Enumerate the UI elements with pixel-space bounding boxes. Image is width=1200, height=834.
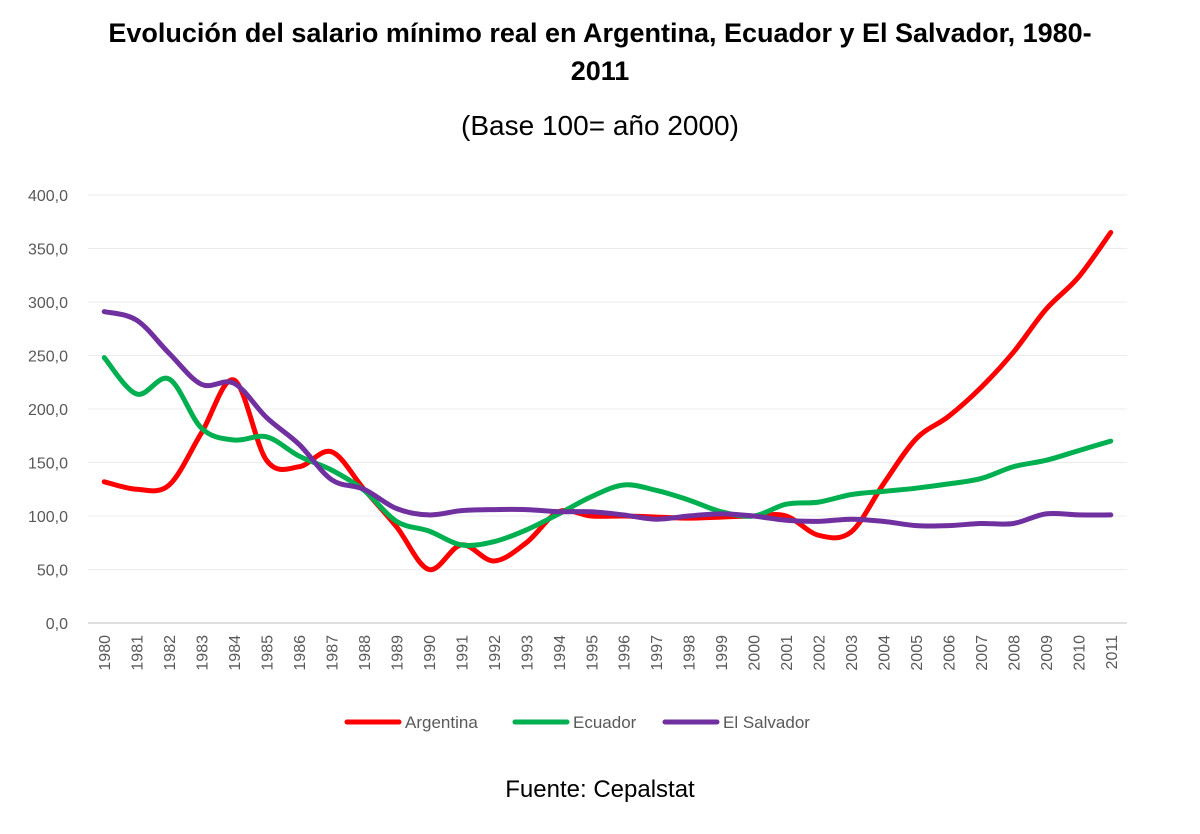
x-tick-label: 1986 xyxy=(292,635,309,671)
x-tick-label: 2005 xyxy=(909,635,926,671)
x-tick-label: 1993 xyxy=(519,635,536,671)
y-axis-ticks: 0,0 50,0 100,0 150,0 200,0 250,0 300,0 350,0 400… xyxy=(28,188,68,633)
x-tick-label: 1996 xyxy=(617,635,634,671)
y-tick-label: 400,0 xyxy=(28,188,68,205)
x-tick-label: 1997 xyxy=(649,635,666,671)
y-tick-label: 300,0 xyxy=(28,295,68,312)
series-line-argentina xyxy=(101,229,1114,573)
x-tick-label: 2000 xyxy=(747,635,764,671)
chart-subtitle: (Base 100= año 2000) xyxy=(461,110,739,141)
series-lines xyxy=(101,229,1114,573)
source-note: Fuente: Cepalstat xyxy=(505,776,695,803)
x-tick-label: 1995 xyxy=(584,635,601,671)
x-tick-label: 2003 xyxy=(844,635,861,671)
x-tick-label: 2007 xyxy=(974,635,991,671)
legend-label-argentina: Argentina xyxy=(405,713,478,732)
chart-title-line-1: Evolución del salario mínimo real en Arg… xyxy=(108,18,1092,48)
x-tick-label: 1987 xyxy=(325,635,342,671)
x-tick-label: 2010 xyxy=(1071,635,1088,671)
y-tick-label: 0,0 xyxy=(46,616,68,633)
x-tick-label: 2001 xyxy=(779,635,796,671)
x-tick-label: 2011 xyxy=(1104,635,1121,670)
y-tick-label: 250,0 xyxy=(28,349,68,366)
x-tick-label: 1985 xyxy=(260,635,277,671)
y-tick-label: 200,0 xyxy=(28,402,68,419)
legend: Argentina Ecuador El Salvador xyxy=(344,713,810,732)
chart-title: Evolución del salario mínimo real en Arg… xyxy=(0,14,1200,90)
series-line-ecuador xyxy=(101,355,1114,548)
x-tick-label: 2009 xyxy=(1039,635,1056,671)
y-tick-label: 100,0 xyxy=(28,509,68,526)
x-tick-label: 1994 xyxy=(552,635,569,671)
x-tick-label: 1980 xyxy=(97,635,114,671)
y-tick-label: 50,0 xyxy=(37,563,68,580)
gridlines xyxy=(88,194,1127,624)
y-tick-label: 150,0 xyxy=(28,456,68,473)
x-tick-label: 1982 xyxy=(162,635,179,671)
x-tick-label: 1999 xyxy=(714,635,731,671)
x-tick-label: 1989 xyxy=(389,635,406,671)
series-line-el-salvador xyxy=(101,309,1114,529)
legend-label-el-salvador: El Salvador xyxy=(723,713,810,732)
x-tick-label: 1991 xyxy=(454,635,471,671)
x-tick-label: 2004 xyxy=(876,635,893,671)
x-tick-label: 1992 xyxy=(487,635,504,671)
x-tick-label: 1988 xyxy=(357,635,374,671)
x-tick-label: 2006 xyxy=(941,635,958,671)
x-tick-label: 1984 xyxy=(227,635,244,671)
legend-label-ecuador: Ecuador xyxy=(573,713,637,732)
x-tick-label: 2002 xyxy=(812,635,829,671)
x-tick-label: 1990 xyxy=(422,635,439,671)
x-tick-label: 1983 xyxy=(195,635,212,671)
chart-title-line-2: 2011 xyxy=(570,56,630,86)
x-tick-label: 2008 xyxy=(1006,635,1023,671)
x-tick-label: 1998 xyxy=(682,635,699,671)
y-tick-label: 350,0 xyxy=(28,242,68,259)
x-axis-ticks: 1980 1981 1982 1983 1984 1985 1986 1987 1988 1989… xyxy=(97,635,1121,671)
x-tick-label: 1981 xyxy=(130,635,147,671)
